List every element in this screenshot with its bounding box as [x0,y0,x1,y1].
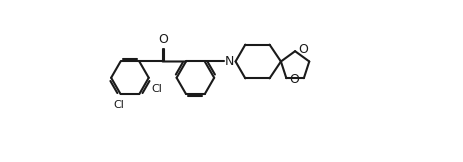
Text: Cl: Cl [151,84,162,94]
Text: O: O [289,73,299,86]
Text: Cl: Cl [113,100,124,110]
Text: O: O [158,33,168,46]
Text: N: N [224,55,233,68]
Text: O: O [298,43,307,56]
